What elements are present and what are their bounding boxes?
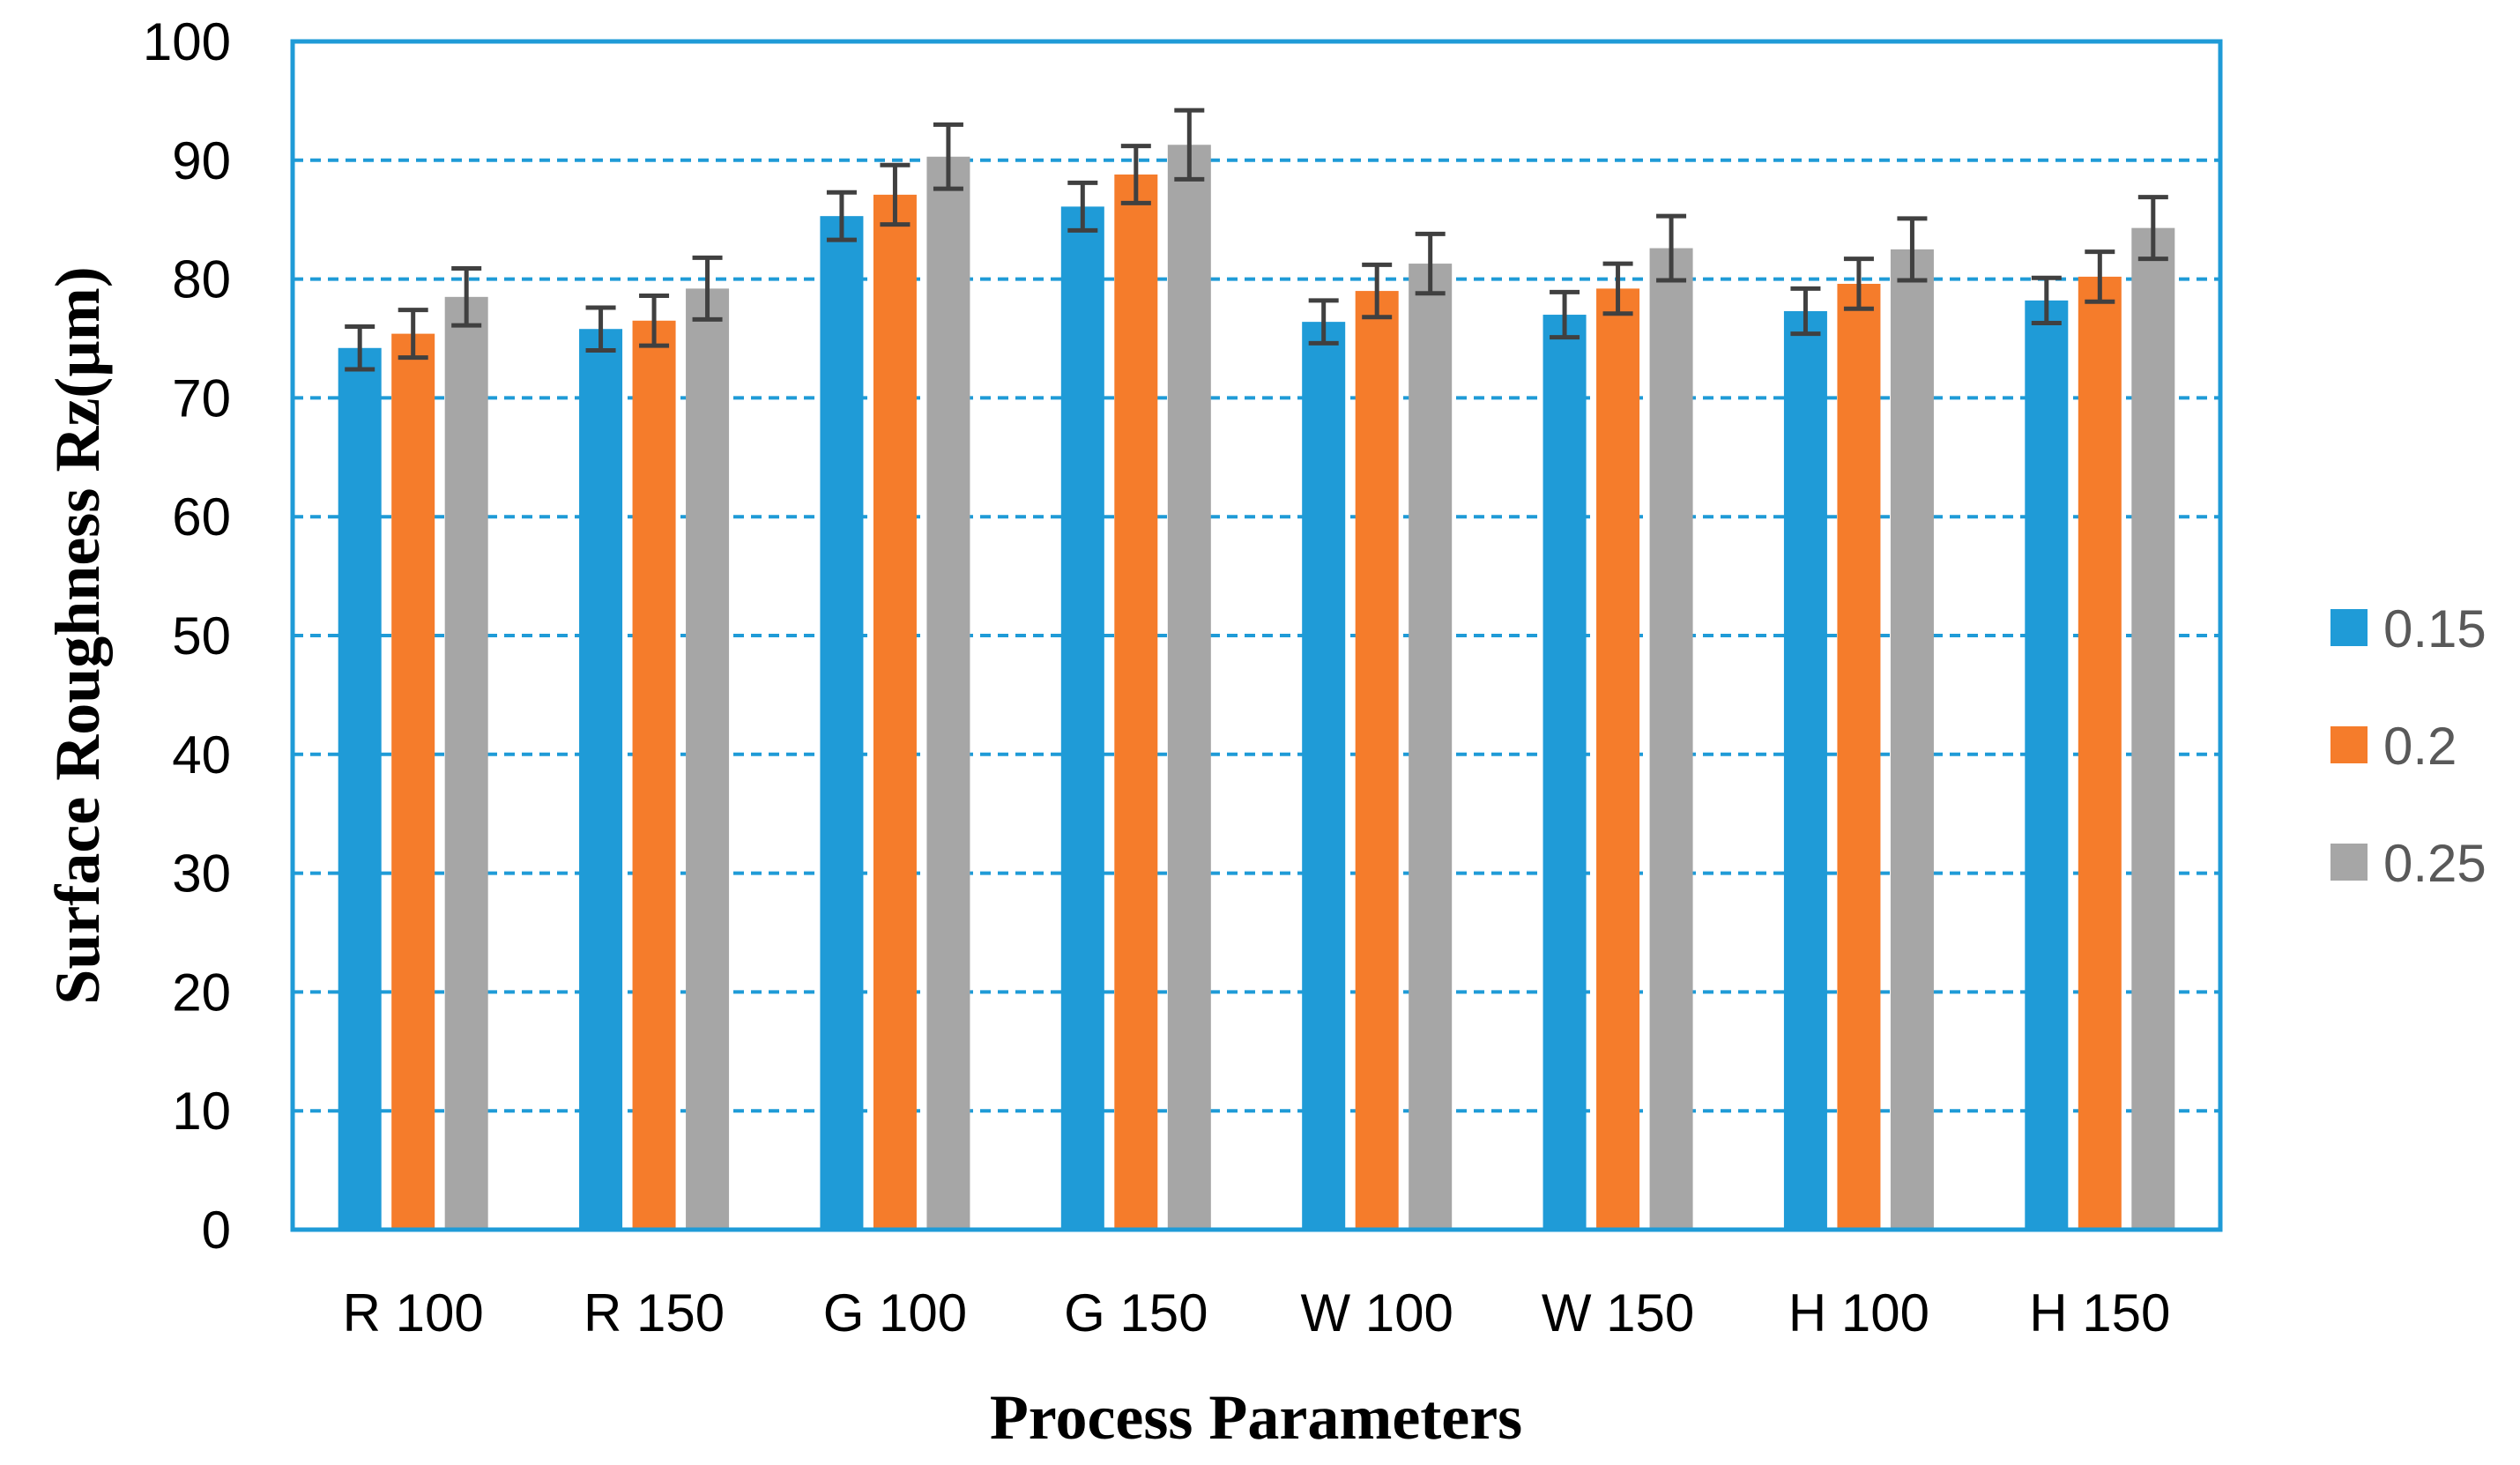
bar-g-100-series-0.15: [820, 216, 864, 1230]
legend-item: 0.15: [2330, 599, 2487, 658]
error-bar: [1790, 286, 1821, 337]
y-tick-label: 40: [172, 725, 231, 785]
error-bar: [585, 305, 616, 353]
x-axis-ticks: R 100 R 150 G 100 G 150 W 100 W 150 H 100 H 150: [343, 1283, 2171, 1342]
error-bar: [1656, 213, 1687, 283]
y-tick-label: 0: [202, 1201, 231, 1260]
error-bar: [1067, 180, 1098, 233]
bar-g-100-series-0.2: [873, 194, 917, 1231]
y-tick-label: 20: [172, 963, 231, 1022]
bar-g-150-series-0.25: [1167, 145, 1211, 1230]
bar-g-150-series-0.15: [1060, 206, 1104, 1231]
bar-r-150-series-0.15: [579, 329, 623, 1230]
bars: [338, 145, 2175, 1231]
bar-w-100-series-0.2: [1355, 291, 1399, 1231]
x-axis-title: Process Parameters: [990, 1382, 1522, 1453]
error-bar: [639, 293, 670, 348]
legend-swatch: [2330, 609, 2368, 646]
legend-label: 0.25: [2383, 834, 2487, 893]
bar-g-150-series-0.2: [1114, 174, 1158, 1231]
error-bar: [880, 162, 911, 227]
error-bar: [1308, 298, 1339, 346]
y-tick-label: 10: [172, 1082, 231, 1141]
y-axis-ticks: 0 10 20 30 40 50 60 70 80 90 100: [143, 12, 231, 1260]
bar-r-150-series-0.25: [686, 288, 730, 1230]
bar-r-100-series-0.2: [391, 333, 435, 1230]
bar-h-150-series-0.15: [2025, 300, 2069, 1230]
bar-r-100-series-0.25: [444, 296, 488, 1230]
legend-swatch: [2330, 726, 2368, 763]
x-tick-label: H 100: [1788, 1283, 1929, 1342]
error-bar: [1550, 289, 1580, 340]
y-tick-label: 90: [172, 131, 231, 190]
error-bar: [2137, 195, 2168, 262]
y-tick-label: 80: [172, 250, 231, 309]
error-bar: [1602, 261, 1633, 316]
y-tick-label: 30: [172, 844, 231, 904]
bar-w-150-series-0.15: [1542, 315, 1587, 1230]
error-bar: [345, 324, 375, 372]
legend-label: 0.15: [2383, 599, 2487, 658]
bar-h-150-series-0.2: [2078, 276, 2122, 1230]
error-bar: [1843, 257, 1874, 311]
x-tick-label: H 150: [2029, 1283, 2170, 1342]
error-bars: [345, 108, 2168, 372]
error-bar: [2085, 249, 2115, 304]
bar-g-100-series-0.25: [926, 156, 970, 1231]
plot-frame: [290, 39, 2223, 1232]
error-bar: [826, 190, 857, 242]
legend-swatch: [2330, 844, 2368, 881]
legend-item: 0.2: [2330, 717, 2457, 776]
y-tick-label: 60: [172, 487, 231, 547]
bar-w-100-series-0.15: [1302, 322, 1346, 1231]
legend: 0.15 0.2 0.25: [2330, 599, 2487, 893]
error-bar: [398, 308, 428, 361]
legend-item: 0.25: [2330, 834, 2487, 893]
x-tick-label: W 100: [1300, 1283, 1453, 1342]
error-bar: [451, 265, 482, 328]
y-axis-title: Surface Roughness Rz(µm): [42, 266, 113, 1004]
error-bar: [1415, 231, 1446, 296]
bar-r-100-series-0.15: [338, 347, 382, 1230]
error-bar: [1120, 144, 1151, 205]
error-bar: [933, 122, 963, 191]
x-tick-label: G 100: [823, 1283, 967, 1342]
error-bar: [1362, 262, 1393, 320]
x-tick-label: G 150: [1064, 1283, 1208, 1342]
bar-h-150-series-0.25: [2131, 227, 2175, 1230]
bar-w-150-series-0.2: [1596, 288, 1640, 1230]
y-tick-label: 70: [172, 368, 231, 428]
y-tick-label: 100: [143, 12, 231, 71]
error-bar: [1897, 216, 1928, 283]
x-tick-label: R 150: [584, 1283, 725, 1342]
bar-r-150-series-0.2: [632, 320, 676, 1230]
bar-h-100-series-0.2: [1837, 283, 1881, 1231]
error-bar: [692, 255, 723, 322]
x-tick-label: R 100: [343, 1283, 484, 1342]
error-bar: [1174, 108, 1205, 182]
legend-label: 0.2: [2383, 717, 2457, 776]
x-tick-label: W 150: [1542, 1283, 1694, 1342]
bar-w-100-series-0.25: [1409, 264, 1453, 1231]
bar-w-150-series-0.25: [1649, 248, 1693, 1230]
bar-h-100-series-0.15: [1783, 310, 1827, 1231]
bar-h-100-series-0.25: [1890, 249, 1934, 1230]
error-bar: [2031, 275, 2062, 325]
y-tick-label: 50: [172, 606, 231, 666]
